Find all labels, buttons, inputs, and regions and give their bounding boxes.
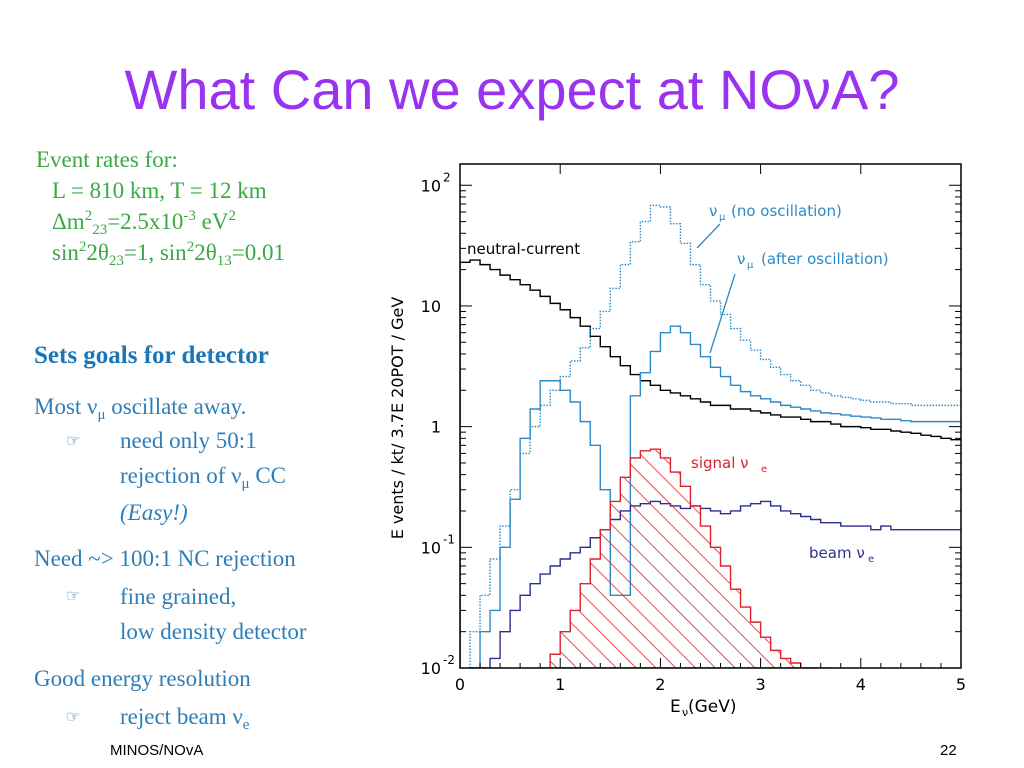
y-tick-base: 10 (421, 538, 441, 557)
dm-exp: -3 (183, 208, 196, 224)
goal-item-1-sub1: need only 50:1 (120, 428, 257, 453)
y-tick-base: 10 (421, 659, 441, 678)
goal-item-1-sub2-rest: CC (249, 463, 286, 488)
x-tick-label: 2 (655, 675, 665, 694)
pointing-hand-icon: ☞ (66, 433, 81, 450)
y-tick-label: 10 -1 (421, 532, 455, 557)
x-axis-label-unit: (GeV) (688, 697, 737, 717)
dm-text: Δm (52, 209, 85, 234)
y-tick-label: 1 (431, 418, 441, 437)
pointing-hand-icon: ☞ (66, 588, 81, 605)
goal-item-1-sub2: rejection of νμ CC (120, 463, 286, 492)
goal-item-1-sub: μ (97, 407, 106, 423)
goal-item-2: Need ~> 100:1 NC rejection (34, 546, 296, 571)
event-rates-line1: L = 810 km, T = 12 km (52, 178, 267, 203)
label-numu-osc-text: (after oscillation) (761, 250, 889, 268)
label-signal: signal ν e (691, 454, 767, 475)
theta-a-sub: 23 (108, 253, 124, 269)
sin-a-sup: 2 (78, 239, 87, 255)
x-axis-label-sub: ν (682, 706, 688, 719)
y-tick-label: 10 (421, 297, 441, 316)
label-numu-after-osc: ν μ (after oscillation) (737, 250, 889, 271)
goals-heading: Sets goals for detector (34, 342, 269, 369)
goal-item-1-sub2-sub: μ (241, 476, 250, 492)
x-tick-label: 0 (455, 675, 465, 694)
goal-item-1-sub3: (Easy!) (120, 500, 188, 525)
label-numu-osc-symbol: ν (737, 250, 745, 268)
y-axis-label: E vents / kt/ 3.7E 20POT / GeV (388, 297, 407, 540)
series-2 (470, 325, 961, 668)
sin-a: sin (52, 240, 79, 265)
goal-item-3-sub1-text: reject beam ν (120, 704, 243, 729)
label-signal-text: signal ν (691, 454, 749, 472)
event-rates-line2: Δm223=2.5x10-3 eV2 (36, 206, 285, 238)
y-tick-base: 10 (421, 176, 441, 195)
goal-item-3-sub1-sub: e (242, 717, 250, 733)
goal-item-3: Good energy resolution (34, 666, 251, 691)
label-numu-no-osc-sub: μ (719, 212, 726, 223)
y-tick-base: 10 (421, 297, 441, 316)
label-signal-sub: e (761, 464, 767, 475)
series-0 (460, 259, 961, 668)
goal-item-2-sub1: fine grained, (120, 584, 237, 609)
label-numu-no-osc-text: (no oscillation) (731, 202, 842, 220)
event-rates-block: Event rates for: L = 810 km, T = 12 km Δ… (36, 144, 285, 269)
x-tick-label: 4 (856, 675, 866, 694)
x-axis-label: E ν (GeV) (670, 697, 737, 719)
dm-unit-exp: 2 (228, 208, 237, 224)
dm-value: =2.5x10 (107, 209, 184, 234)
pointer-numu-after-osc (709, 273, 736, 354)
x-axis-label-main: E (670, 697, 681, 717)
event-rates-line3: sin22θ23=1, sin22θ13=0.01 (36, 237, 285, 269)
label-beam-text: beam ν (809, 544, 865, 562)
theta-b-sub: 13 (216, 253, 232, 269)
x-tick-label: 5 (956, 675, 966, 694)
page-number: 22 (940, 742, 957, 759)
theta-a: 2θ (86, 240, 109, 265)
goal-item-1-rest: oscillate away. (105, 394, 247, 419)
goal-item-2-sub2: low density detector (120, 619, 307, 644)
label-numu-no-osc-symbol: ν (709, 202, 717, 220)
dm-sup: 2 (84, 208, 93, 224)
series-1 (469, 204, 961, 668)
sin-b: =1, sin (123, 240, 187, 265)
y-tick-label: 10 -2 (421, 653, 455, 678)
y-tick-exp: -1 (443, 532, 455, 546)
event-rates-heading: Event rates for: (36, 147, 178, 172)
plot-frame (459, 163, 962, 669)
dm-sub: 23 (92, 222, 108, 238)
x-tick-label: 1 (555, 675, 565, 694)
label-beam: beam ν e (809, 544, 874, 565)
theta-b-value: =0.01 (231, 240, 285, 265)
y-tick-exp: -2 (443, 653, 455, 667)
y-tick-label: 10 2 (421, 170, 451, 195)
y-tick-exp: 2 (443, 170, 451, 184)
label-neutral-current: neutral-current (467, 240, 580, 258)
slide-title: What Can we expect at NOνA? (124, 58, 900, 121)
goal-item-1-text: Most ν (34, 394, 98, 419)
x-tick-label: 3 (756, 675, 766, 694)
goal-item-3-sub1: reject beam νe (120, 704, 250, 733)
label-numu-osc-sub: μ (747, 260, 754, 271)
goal-item-1-sub2-text: rejection of ν (120, 463, 242, 488)
pointer-numu-no-osc (696, 223, 721, 249)
label-beam-sub: e (868, 554, 874, 565)
sin-b-sup: 2 (186, 239, 195, 255)
pointing-hand-icon: ☞ (66, 709, 81, 726)
goal-item-1: Most νμ oscillate away. (34, 394, 247, 423)
series-layer (460, 204, 961, 668)
y-tick-base: 1 (431, 418, 441, 437)
series-signal-nue (540, 448, 831, 668)
footer-left: MINOS/NOvA (110, 742, 204, 759)
label-numu-no-osc: ν μ (no oscillation) (709, 202, 842, 223)
theta-b: 2θ (194, 240, 217, 265)
dm-unit: eV (195, 209, 229, 234)
